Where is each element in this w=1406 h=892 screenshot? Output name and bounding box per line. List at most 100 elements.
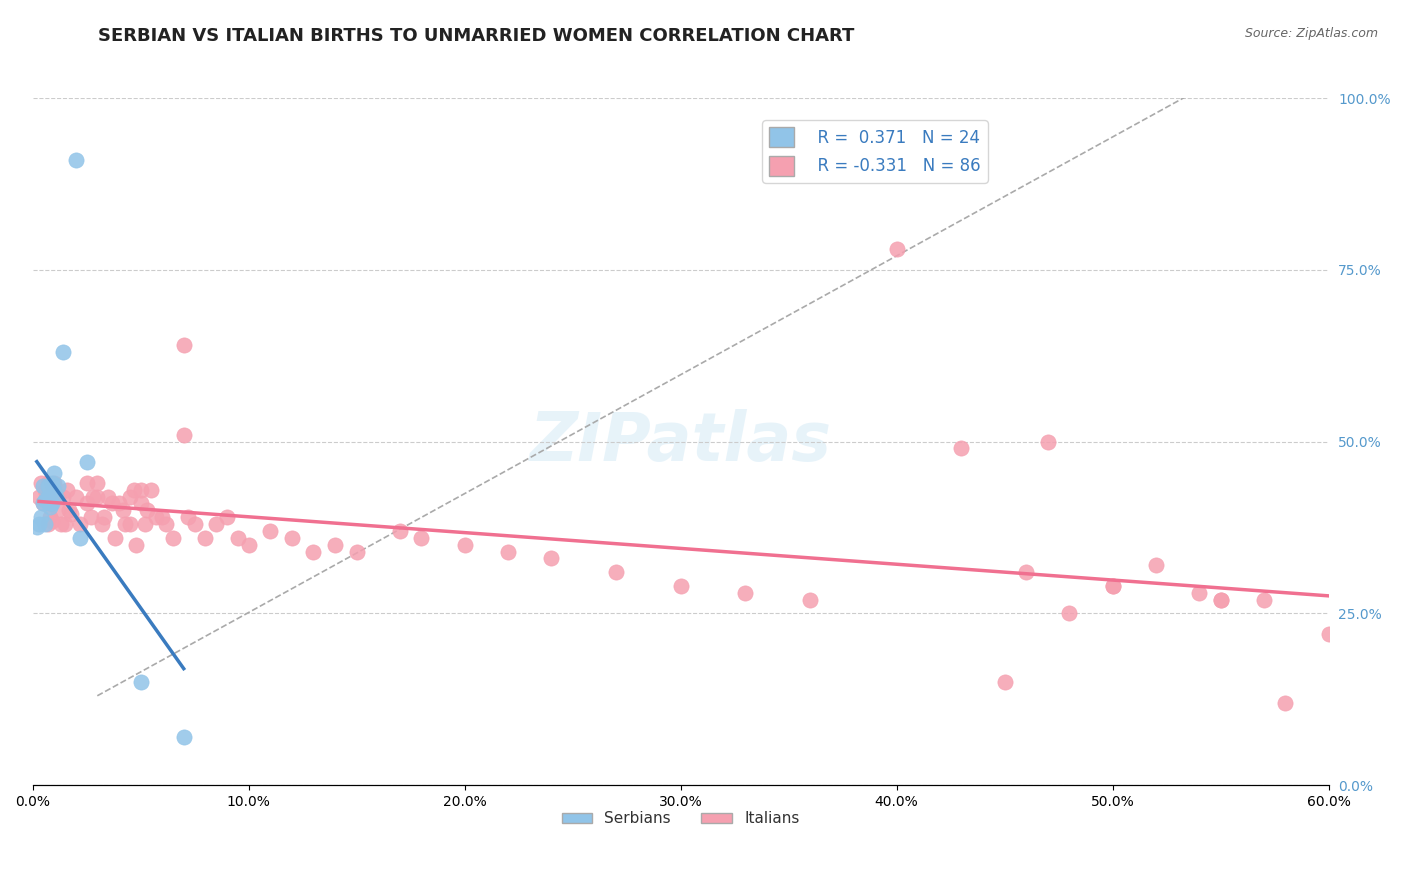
Point xyxy=(141,483,163,497)
Point xyxy=(112,503,135,517)
Point xyxy=(76,475,98,490)
Point xyxy=(53,516,76,531)
Point xyxy=(80,510,103,524)
Point xyxy=(76,496,98,510)
Point xyxy=(799,592,821,607)
Point xyxy=(65,490,87,504)
Point xyxy=(42,475,65,490)
Point xyxy=(32,479,55,493)
Point xyxy=(1253,592,1275,607)
Point xyxy=(42,483,65,497)
Point xyxy=(38,510,60,524)
Point xyxy=(38,500,60,514)
Point xyxy=(25,520,48,534)
Point xyxy=(129,483,152,497)
Point xyxy=(86,490,108,504)
Point xyxy=(194,531,217,545)
Point xyxy=(65,153,87,167)
Point xyxy=(669,579,692,593)
Point xyxy=(145,510,167,524)
Point xyxy=(118,516,141,531)
Point xyxy=(37,475,59,490)
Point xyxy=(32,496,55,510)
Point xyxy=(37,516,59,531)
Point xyxy=(52,345,75,359)
Point xyxy=(1317,627,1340,641)
Point xyxy=(1209,592,1232,607)
Point xyxy=(34,516,56,531)
Text: Source: ZipAtlas.com: Source: ZipAtlas.com xyxy=(1244,27,1378,40)
Point xyxy=(238,538,260,552)
Point xyxy=(60,507,83,521)
Point xyxy=(38,496,60,510)
Point xyxy=(1101,579,1123,593)
Point xyxy=(134,516,156,531)
Point xyxy=(49,516,72,531)
Point xyxy=(108,496,131,510)
Point xyxy=(1036,434,1059,449)
Point xyxy=(76,455,98,469)
Point xyxy=(162,531,184,545)
Point xyxy=(1101,579,1123,593)
Point xyxy=(30,510,52,524)
Point xyxy=(1209,592,1232,607)
Point xyxy=(155,516,177,531)
Point xyxy=(226,531,249,545)
Point xyxy=(886,242,908,256)
Point xyxy=(48,479,70,493)
Point xyxy=(302,544,325,558)
Point xyxy=(118,490,141,504)
Point xyxy=(52,490,75,504)
Point xyxy=(1144,558,1167,573)
Point xyxy=(37,490,59,504)
Point xyxy=(86,475,108,490)
Point xyxy=(173,427,195,442)
Point xyxy=(37,479,59,493)
Point xyxy=(1188,586,1211,600)
Point xyxy=(605,565,627,579)
Point xyxy=(41,475,63,490)
Point xyxy=(173,338,195,352)
Point xyxy=(280,531,302,545)
Point xyxy=(734,586,756,600)
Text: ZIPatlas: ZIPatlas xyxy=(530,409,831,475)
Point xyxy=(950,442,973,456)
Text: SERBIAN VS ITALIAN BIRTHS TO UNMARRIED WOMEN CORRELATION CHART: SERBIAN VS ITALIAN BIRTHS TO UNMARRIED W… xyxy=(98,27,855,45)
Point xyxy=(101,496,124,510)
Point xyxy=(540,551,562,566)
Point xyxy=(48,503,70,517)
Point xyxy=(129,675,152,690)
Point xyxy=(122,483,145,497)
Point xyxy=(150,510,173,524)
Point xyxy=(183,516,205,531)
Point xyxy=(41,496,63,510)
Point xyxy=(453,538,475,552)
Point xyxy=(1059,607,1081,621)
Point xyxy=(69,531,91,545)
Point xyxy=(42,466,65,480)
Point xyxy=(41,514,63,528)
Point xyxy=(125,538,148,552)
Point xyxy=(34,483,56,497)
Legend: Serbians, Italians: Serbians, Italians xyxy=(555,805,806,832)
Point xyxy=(177,510,200,524)
Point xyxy=(346,544,368,558)
Point xyxy=(173,730,195,744)
Point xyxy=(45,490,67,504)
Point xyxy=(90,516,112,531)
Point xyxy=(129,496,152,510)
Point xyxy=(58,503,80,517)
Point xyxy=(1015,565,1038,579)
Point xyxy=(215,510,238,524)
Point xyxy=(37,493,59,508)
Point xyxy=(97,490,120,504)
Point xyxy=(30,475,52,490)
Point xyxy=(42,479,65,493)
Point xyxy=(994,675,1017,690)
Point xyxy=(1274,696,1296,710)
Point xyxy=(48,490,70,504)
Point xyxy=(496,544,519,558)
Point xyxy=(38,496,60,510)
Point xyxy=(34,493,56,508)
Point xyxy=(32,496,55,510)
